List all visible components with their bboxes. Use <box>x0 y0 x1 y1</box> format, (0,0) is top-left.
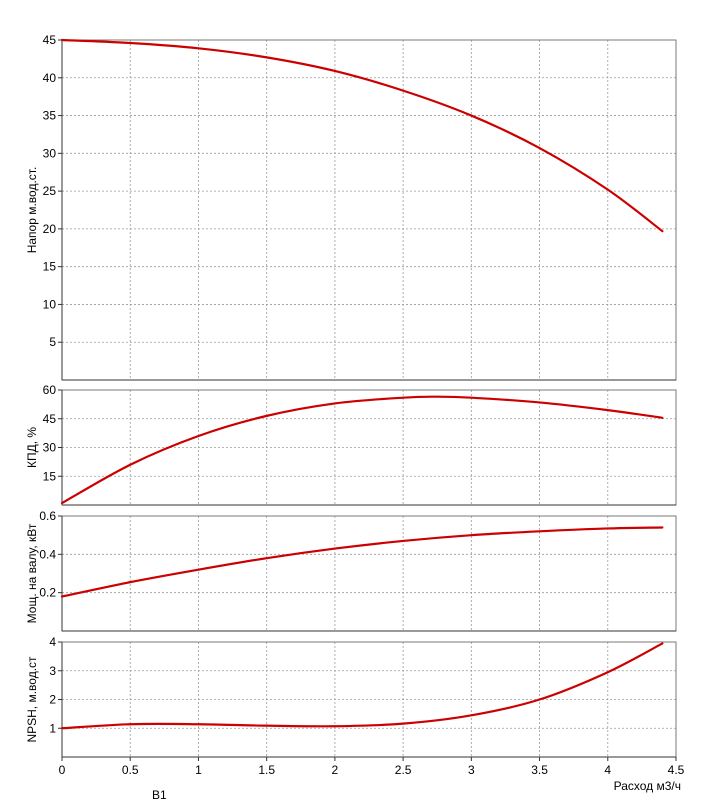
plot-frame <box>61 515 677 632</box>
chart-panels: 5 10 15 20 25 30 35 40 45 Напор м.вод.ст. 15 30 45 60… <box>25 33 677 758</box>
footer-label: В1 <box>152 788 167 800</box>
y-tick-label: 30 <box>43 441 57 455</box>
y-tick-label: 20 <box>43 222 57 236</box>
panel-2: 15 30 45 60 КПД, % <box>25 383 677 506</box>
x-tick-label: 4 <box>604 763 611 777</box>
y-tick-label: 10 <box>43 297 57 311</box>
plot-frame <box>61 39 677 381</box>
y-tick-label: 2 <box>49 693 56 707</box>
y-tick-label: 25 <box>43 184 57 198</box>
series-line <box>60 526 664 598</box>
y-tick-label: 45 <box>43 33 57 47</box>
x-tick-label: 0 <box>59 763 66 777</box>
x-axis: 0 0.5 1 1.5 2 2.5 3 3.5 4 4.5 <box>59 757 685 777</box>
y-axis-label: Напор м.вод.ст. <box>25 167 39 254</box>
y-tick-label: 0.6 <box>39 509 56 523</box>
y-tick-label: 4 <box>49 635 56 649</box>
x-tick-label: 1 <box>195 763 202 777</box>
y-tick-label: 5 <box>49 335 56 349</box>
y-tick-label: 3 <box>49 664 56 678</box>
y-tick-label: 15 <box>43 260 57 274</box>
panel-4: 1 2 3 4 NPSH, м.вод.ст <box>25 635 677 758</box>
x-tick-label: 2.5 <box>395 763 412 777</box>
y-tick-label: 0.2 <box>39 586 56 600</box>
y-axis-label: NPSH, м.вод.ст <box>25 656 39 743</box>
series-line <box>60 395 664 505</box>
x-tick-label: 0.5 <box>122 763 139 777</box>
y-tick-label: 35 <box>43 109 57 123</box>
x-tick-label: 3 <box>468 763 475 777</box>
y-tick-label: 0.4 <box>39 547 56 561</box>
y-tick-label: 45 <box>43 412 57 426</box>
y-tick-label: 1 <box>49 721 56 735</box>
y-tick-label: 40 <box>43 71 57 85</box>
y-tick-label: 30 <box>43 146 57 160</box>
x-axis-label: Расход м3/ч <box>614 779 681 793</box>
y-tick-label: 60 <box>43 383 57 397</box>
x-tick-label: 1.5 <box>258 763 275 777</box>
series-line <box>60 642 664 730</box>
y-axis-label: КПД, % <box>25 427 39 468</box>
x-tick-label: 4.5 <box>668 763 685 777</box>
y-axis-label: Мощ. на валу, кВт <box>25 523 39 623</box>
x-tick-label: 3.5 <box>531 763 548 777</box>
y-tick-label: 15 <box>43 469 57 483</box>
series-line <box>60 38 664 233</box>
x-tick-label: 2 <box>332 763 339 777</box>
panel-1: 5 10 15 20 25 30 35 40 45 Напор м.вод.ст. <box>25 33 677 381</box>
